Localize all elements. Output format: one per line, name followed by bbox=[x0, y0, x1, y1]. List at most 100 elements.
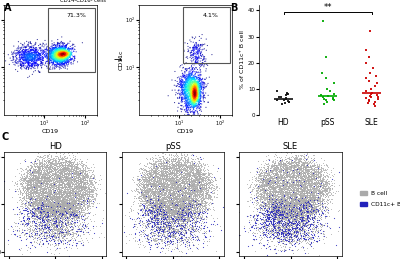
Point bbox=[303, 204, 309, 208]
Point bbox=[75, 197, 82, 201]
Point bbox=[55, 49, 62, 54]
Point bbox=[193, 98, 200, 102]
Point bbox=[314, 231, 320, 235]
Point bbox=[40, 62, 46, 66]
Point bbox=[18, 59, 24, 63]
Point bbox=[174, 177, 180, 181]
Point bbox=[14, 48, 20, 53]
Point bbox=[34, 209, 40, 213]
Point bbox=[328, 173, 335, 177]
Point bbox=[58, 165, 64, 169]
Point bbox=[27, 57, 33, 61]
Point bbox=[290, 212, 297, 216]
Point bbox=[19, 180, 26, 184]
Point bbox=[288, 211, 294, 215]
Point bbox=[20, 56, 26, 60]
Point bbox=[47, 218, 53, 222]
Point bbox=[48, 177, 55, 181]
Point bbox=[182, 199, 189, 204]
Point bbox=[50, 200, 56, 205]
Point bbox=[54, 209, 60, 213]
Point bbox=[264, 176, 271, 180]
Point bbox=[156, 176, 162, 180]
Point bbox=[270, 211, 277, 215]
Point bbox=[80, 214, 86, 218]
Point bbox=[24, 58, 31, 62]
Point bbox=[281, 174, 287, 178]
Point bbox=[275, 226, 281, 230]
Point bbox=[63, 54, 69, 58]
Point bbox=[186, 101, 192, 105]
Point bbox=[56, 206, 62, 211]
Point bbox=[293, 206, 299, 210]
Point bbox=[276, 199, 282, 203]
Point bbox=[162, 199, 169, 204]
Point bbox=[164, 215, 171, 219]
Point bbox=[300, 222, 306, 227]
Point bbox=[58, 55, 64, 59]
Point bbox=[294, 188, 300, 192]
Point bbox=[150, 172, 156, 176]
Point bbox=[39, 218, 46, 222]
Point bbox=[163, 157, 170, 162]
Point bbox=[58, 54, 64, 59]
Point bbox=[303, 206, 309, 210]
Point bbox=[294, 161, 301, 165]
Point bbox=[194, 91, 200, 95]
Point bbox=[58, 211, 65, 215]
Point bbox=[265, 178, 272, 182]
Point bbox=[56, 54, 62, 58]
Point bbox=[314, 230, 321, 234]
Point bbox=[66, 197, 72, 201]
Point bbox=[85, 196, 91, 200]
Point bbox=[40, 206, 46, 210]
Point bbox=[63, 182, 70, 186]
Point bbox=[47, 164, 54, 168]
Point bbox=[51, 222, 57, 227]
Point bbox=[38, 180, 44, 184]
Point bbox=[43, 207, 49, 211]
Point bbox=[302, 181, 308, 185]
Point bbox=[188, 192, 194, 196]
Point bbox=[303, 221, 309, 225]
Point bbox=[21, 228, 27, 233]
Point bbox=[31, 59, 37, 63]
Point bbox=[367, 29, 373, 33]
Point bbox=[324, 205, 330, 209]
Point bbox=[286, 179, 292, 184]
Point bbox=[46, 193, 52, 198]
Point bbox=[192, 176, 199, 180]
Point bbox=[177, 95, 183, 99]
Point bbox=[302, 198, 308, 202]
Point bbox=[48, 234, 54, 239]
Point bbox=[37, 240, 43, 244]
Point bbox=[288, 210, 294, 214]
Point bbox=[23, 206, 30, 211]
Point bbox=[276, 187, 282, 191]
Point bbox=[191, 191, 197, 195]
Point bbox=[205, 189, 211, 193]
Point bbox=[136, 186, 143, 191]
Point bbox=[148, 204, 154, 208]
Point bbox=[180, 48, 187, 52]
Point bbox=[57, 183, 63, 187]
Point bbox=[47, 48, 53, 52]
Point bbox=[184, 210, 190, 214]
Point bbox=[57, 216, 63, 220]
Point bbox=[144, 192, 150, 196]
Point bbox=[189, 202, 195, 206]
Point bbox=[175, 189, 181, 193]
Point bbox=[32, 207, 38, 211]
Point bbox=[167, 174, 173, 178]
Point bbox=[48, 209, 55, 213]
Point bbox=[153, 227, 160, 231]
Point bbox=[152, 201, 158, 205]
Point bbox=[137, 178, 144, 182]
Point bbox=[156, 187, 162, 191]
Point bbox=[36, 178, 42, 182]
Point bbox=[178, 204, 184, 208]
Point bbox=[321, 199, 328, 203]
Point bbox=[154, 214, 160, 219]
Point bbox=[284, 208, 291, 212]
Point bbox=[158, 194, 164, 198]
